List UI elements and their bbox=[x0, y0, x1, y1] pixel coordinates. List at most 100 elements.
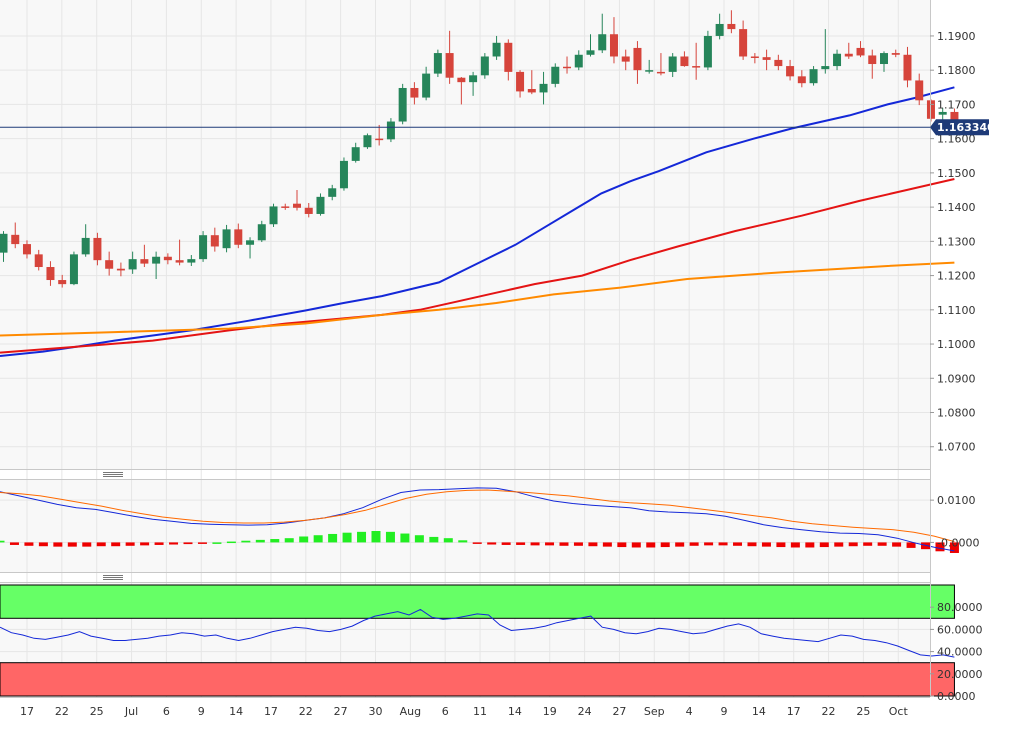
candle-body bbox=[293, 203, 301, 208]
macd-histogram-bar bbox=[588, 542, 598, 547]
candle-body bbox=[46, 267, 55, 281]
x-tick-label: 6 bbox=[442, 705, 449, 718]
y-tick-label: 1.1100 bbox=[937, 304, 976, 317]
macd-histogram bbox=[0, 530, 959, 553]
candle bbox=[692, 42, 701, 80]
candle bbox=[480, 53, 489, 79]
candle-body bbox=[339, 160, 348, 189]
x-tick-label: 14 bbox=[752, 705, 766, 718]
macd-histogram-bar bbox=[0, 540, 5, 543]
candle-body bbox=[58, 280, 67, 285]
y-tick-label: 1.1400 bbox=[937, 201, 976, 214]
candle bbox=[668, 53, 677, 78]
y-tick-label: 1.1300 bbox=[937, 235, 976, 248]
y-tick-label: 1.1600 bbox=[937, 133, 976, 146]
candle-body bbox=[116, 268, 125, 271]
macd-histogram-bar bbox=[299, 536, 309, 543]
x-tick-label: 14 bbox=[229, 705, 243, 718]
candle-body bbox=[797, 76, 806, 84]
candle-body bbox=[445, 53, 454, 78]
x-tick-label: Jul bbox=[124, 705, 138, 718]
candle-body bbox=[492, 42, 501, 57]
macd-histogram-bar bbox=[819, 542, 829, 548]
macd-histogram-bar bbox=[790, 542, 800, 548]
y-tick-label: 80.0000 bbox=[937, 601, 983, 614]
x-tick-label: 25 bbox=[90, 705, 104, 718]
candle bbox=[774, 54, 783, 71]
last-price-badge-bg bbox=[930, 119, 989, 136]
candle bbox=[750, 53, 759, 64]
candle bbox=[504, 39, 513, 81]
candle bbox=[527, 70, 536, 95]
macd-histogram-bar bbox=[53, 542, 63, 547]
candle bbox=[551, 63, 560, 88]
candle bbox=[81, 224, 90, 257]
candle bbox=[445, 30, 454, 84]
candle-body bbox=[633, 47, 642, 71]
candle bbox=[903, 46, 912, 88]
candle-body bbox=[187, 259, 196, 263]
candle-body bbox=[351, 147, 360, 161]
candle-body bbox=[269, 206, 278, 225]
macd-histogram-bar bbox=[255, 539, 265, 543]
candle bbox=[363, 133, 372, 149]
macd-histogram-bar bbox=[313, 535, 323, 543]
candle bbox=[116, 262, 125, 277]
candle bbox=[175, 239, 184, 266]
candle bbox=[727, 10, 736, 34]
macd-histogram-bar bbox=[342, 532, 352, 543]
candle-body bbox=[398, 87, 407, 122]
candle bbox=[234, 223, 243, 249]
candle-body bbox=[692, 66, 701, 68]
y-tick-label: 60.0000 bbox=[937, 623, 983, 636]
y-tick-label: 1.0900 bbox=[937, 372, 976, 385]
candle-body bbox=[786, 66, 795, 77]
macd-histogram-bar bbox=[892, 542, 902, 547]
macd-histogram-bar bbox=[863, 542, 873, 546]
candle-body bbox=[727, 23, 736, 30]
candle-body bbox=[246, 240, 255, 245]
x-tick-label: 9 bbox=[198, 705, 205, 718]
macd-histogram-bar bbox=[82, 542, 92, 547]
candle-body bbox=[645, 70, 654, 72]
candle bbox=[656, 53, 665, 76]
candle bbox=[598, 13, 607, 54]
candle-body bbox=[891, 53, 900, 55]
candle-body bbox=[363, 135, 372, 148]
candle-body bbox=[527, 89, 536, 93]
macd-histogram-bar bbox=[154, 542, 164, 545]
macd-histogram-bar bbox=[877, 542, 887, 546]
candle-body bbox=[257, 224, 266, 241]
macd-histogram-bar bbox=[747, 542, 757, 547]
candle bbox=[304, 203, 313, 218]
macd-histogram-bar bbox=[414, 535, 424, 543]
macd-histogram-bar bbox=[935, 542, 945, 552]
candle bbox=[574, 50, 583, 71]
candle bbox=[797, 70, 806, 88]
macd-histogram-bar bbox=[96, 542, 106, 547]
candle-body bbox=[34, 254, 43, 268]
candle bbox=[469, 71, 478, 96]
panel-resize-handle-2[interactable] bbox=[98, 573, 128, 581]
candle-body bbox=[140, 259, 149, 264]
candle-body bbox=[93, 237, 102, 261]
macd-histogram-bar bbox=[371, 530, 381, 543]
x-tick-label: 22 bbox=[822, 705, 836, 718]
candle-body bbox=[210, 235, 219, 247]
candle-body bbox=[762, 57, 771, 60]
macd-histogram-bar bbox=[443, 538, 453, 543]
candle-body bbox=[574, 54, 583, 68]
macd-histogram-bar bbox=[487, 542, 497, 545]
candle-body bbox=[938, 111, 947, 115]
candle-body bbox=[680, 56, 689, 67]
x-tick-label: 17 bbox=[787, 705, 801, 718]
candle bbox=[633, 41, 642, 84]
macd-histogram-bar bbox=[9, 542, 19, 545]
candle-body bbox=[163, 256, 172, 261]
macd-histogram-bar bbox=[848, 542, 858, 547]
candle-body bbox=[457, 77, 466, 83]
x-tick-label: Oct bbox=[889, 705, 909, 718]
y-tick-label: 1.1700 bbox=[937, 98, 976, 111]
panel-resize-handle-1[interactable] bbox=[98, 470, 128, 478]
x-tick-label: 9 bbox=[721, 705, 728, 718]
